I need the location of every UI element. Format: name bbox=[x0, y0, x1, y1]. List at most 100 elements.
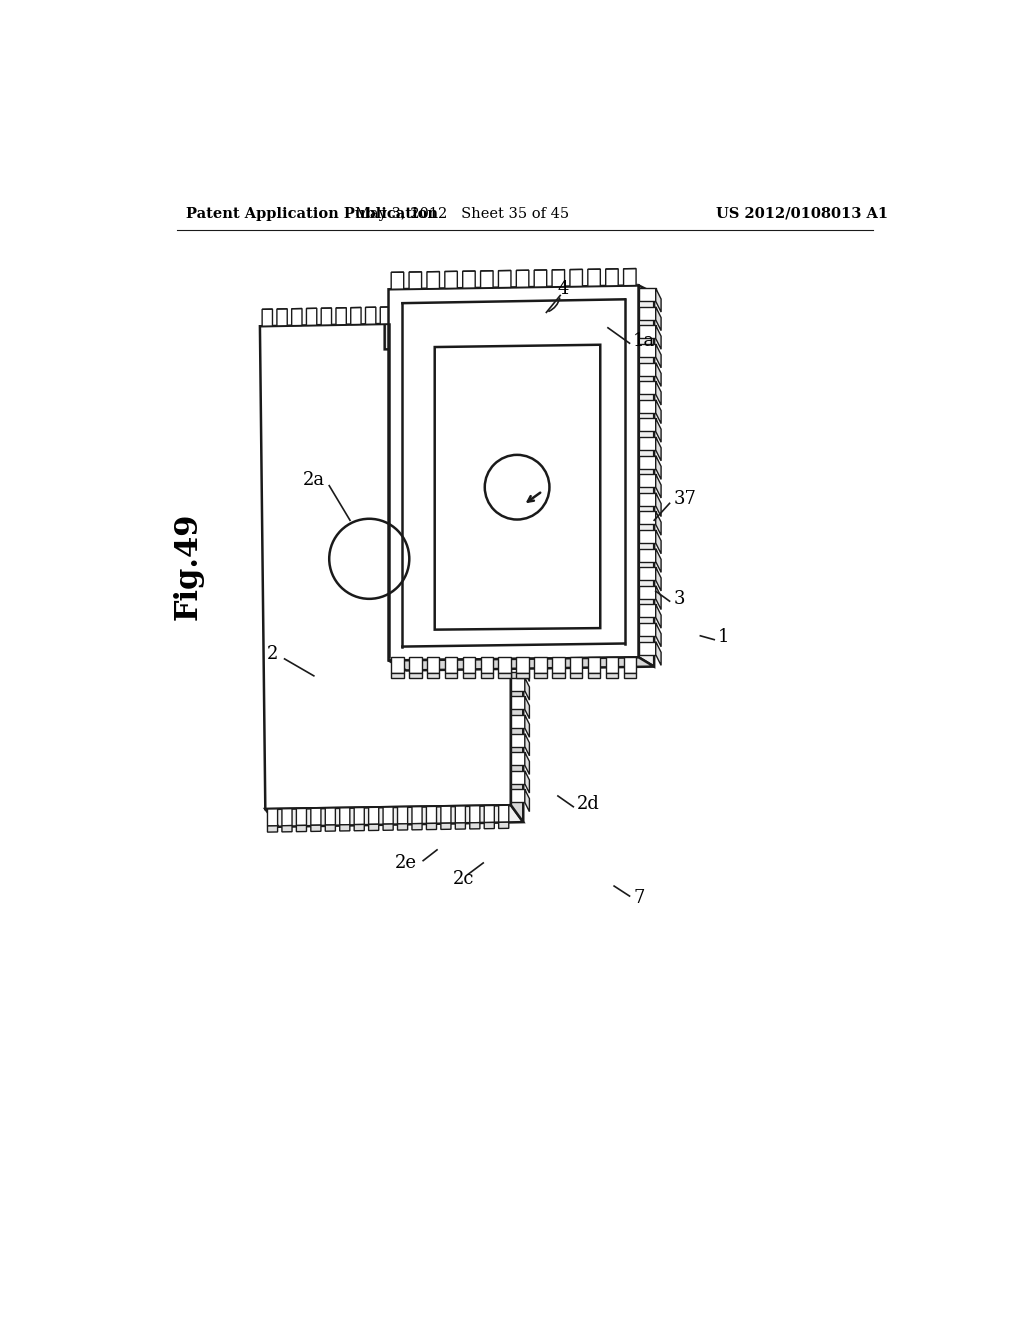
Polygon shape bbox=[397, 807, 408, 824]
Polygon shape bbox=[306, 309, 316, 326]
Polygon shape bbox=[311, 825, 321, 832]
Polygon shape bbox=[480, 673, 494, 678]
Polygon shape bbox=[388, 657, 654, 671]
Polygon shape bbox=[655, 326, 662, 350]
Polygon shape bbox=[511, 715, 524, 729]
Polygon shape bbox=[463, 271, 475, 288]
Polygon shape bbox=[570, 657, 583, 673]
Polygon shape bbox=[639, 400, 655, 413]
Polygon shape bbox=[441, 807, 451, 824]
Polygon shape bbox=[340, 808, 350, 825]
Polygon shape bbox=[639, 474, 655, 487]
Polygon shape bbox=[427, 673, 439, 678]
Polygon shape bbox=[639, 511, 655, 524]
Polygon shape bbox=[624, 268, 636, 285]
Polygon shape bbox=[469, 305, 479, 322]
Polygon shape bbox=[639, 345, 655, 356]
Polygon shape bbox=[588, 269, 600, 286]
Polygon shape bbox=[511, 585, 524, 598]
Polygon shape bbox=[511, 789, 524, 803]
Polygon shape bbox=[383, 824, 393, 830]
Polygon shape bbox=[535, 673, 547, 678]
Polygon shape bbox=[655, 568, 662, 591]
Polygon shape bbox=[552, 269, 564, 286]
Polygon shape bbox=[412, 807, 422, 824]
Polygon shape bbox=[267, 809, 278, 826]
Polygon shape bbox=[605, 657, 618, 673]
Polygon shape bbox=[439, 306, 450, 323]
Polygon shape bbox=[524, 659, 529, 681]
Polygon shape bbox=[511, 622, 524, 635]
Polygon shape bbox=[511, 771, 524, 784]
Polygon shape bbox=[639, 288, 655, 301]
Polygon shape bbox=[366, 308, 376, 325]
Polygon shape bbox=[639, 363, 655, 376]
Polygon shape bbox=[524, 325, 529, 347]
Polygon shape bbox=[511, 734, 524, 747]
Polygon shape bbox=[524, 697, 529, 718]
Polygon shape bbox=[427, 272, 439, 289]
Polygon shape bbox=[326, 825, 336, 832]
Polygon shape bbox=[456, 807, 466, 822]
Polygon shape bbox=[511, 454, 524, 467]
Polygon shape bbox=[463, 657, 475, 673]
Polygon shape bbox=[655, 605, 662, 628]
Polygon shape bbox=[524, 473, 529, 495]
Polygon shape bbox=[391, 272, 403, 289]
Polygon shape bbox=[639, 568, 655, 581]
Text: 1: 1 bbox=[717, 628, 729, 647]
Polygon shape bbox=[410, 306, 420, 323]
Polygon shape bbox=[524, 436, 529, 458]
Polygon shape bbox=[426, 824, 436, 830]
Polygon shape bbox=[624, 657, 636, 673]
Polygon shape bbox=[524, 771, 529, 793]
Polygon shape bbox=[639, 605, 655, 618]
Polygon shape bbox=[484, 822, 495, 829]
Polygon shape bbox=[511, 417, 524, 430]
Text: 7: 7 bbox=[634, 888, 645, 907]
Polygon shape bbox=[470, 805, 480, 822]
Polygon shape bbox=[282, 809, 292, 826]
Polygon shape bbox=[655, 623, 662, 647]
Polygon shape bbox=[524, 492, 529, 513]
Polygon shape bbox=[570, 269, 583, 286]
Polygon shape bbox=[265, 805, 523, 826]
Polygon shape bbox=[441, 824, 451, 829]
Polygon shape bbox=[639, 306, 655, 319]
Polygon shape bbox=[624, 673, 636, 678]
Polygon shape bbox=[383, 807, 393, 824]
Polygon shape bbox=[296, 825, 306, 832]
Polygon shape bbox=[511, 697, 524, 709]
Polygon shape bbox=[511, 492, 524, 504]
Polygon shape bbox=[391, 673, 403, 678]
Polygon shape bbox=[524, 380, 529, 403]
Polygon shape bbox=[639, 455, 655, 469]
Text: 37: 37 bbox=[674, 490, 696, 508]
Polygon shape bbox=[511, 399, 524, 412]
Polygon shape bbox=[391, 657, 403, 673]
Polygon shape bbox=[655, 492, 662, 516]
Polygon shape bbox=[516, 673, 528, 678]
Polygon shape bbox=[322, 308, 332, 325]
Polygon shape bbox=[480, 271, 494, 288]
Polygon shape bbox=[425, 306, 435, 323]
Polygon shape bbox=[282, 825, 292, 832]
Polygon shape bbox=[499, 673, 511, 678]
Polygon shape bbox=[524, 454, 529, 477]
Polygon shape bbox=[552, 657, 564, 673]
Polygon shape bbox=[409, 657, 422, 673]
Polygon shape bbox=[380, 308, 390, 323]
Polygon shape bbox=[639, 623, 655, 636]
Polygon shape bbox=[262, 309, 272, 326]
Polygon shape bbox=[499, 822, 509, 829]
Polygon shape bbox=[524, 734, 529, 756]
Polygon shape bbox=[655, 511, 662, 535]
Polygon shape bbox=[511, 566, 524, 579]
Polygon shape bbox=[524, 752, 529, 775]
Polygon shape bbox=[511, 436, 524, 449]
Polygon shape bbox=[444, 657, 458, 673]
Polygon shape bbox=[511, 659, 524, 672]
Polygon shape bbox=[369, 824, 379, 830]
Polygon shape bbox=[655, 474, 662, 498]
Polygon shape bbox=[354, 825, 365, 830]
